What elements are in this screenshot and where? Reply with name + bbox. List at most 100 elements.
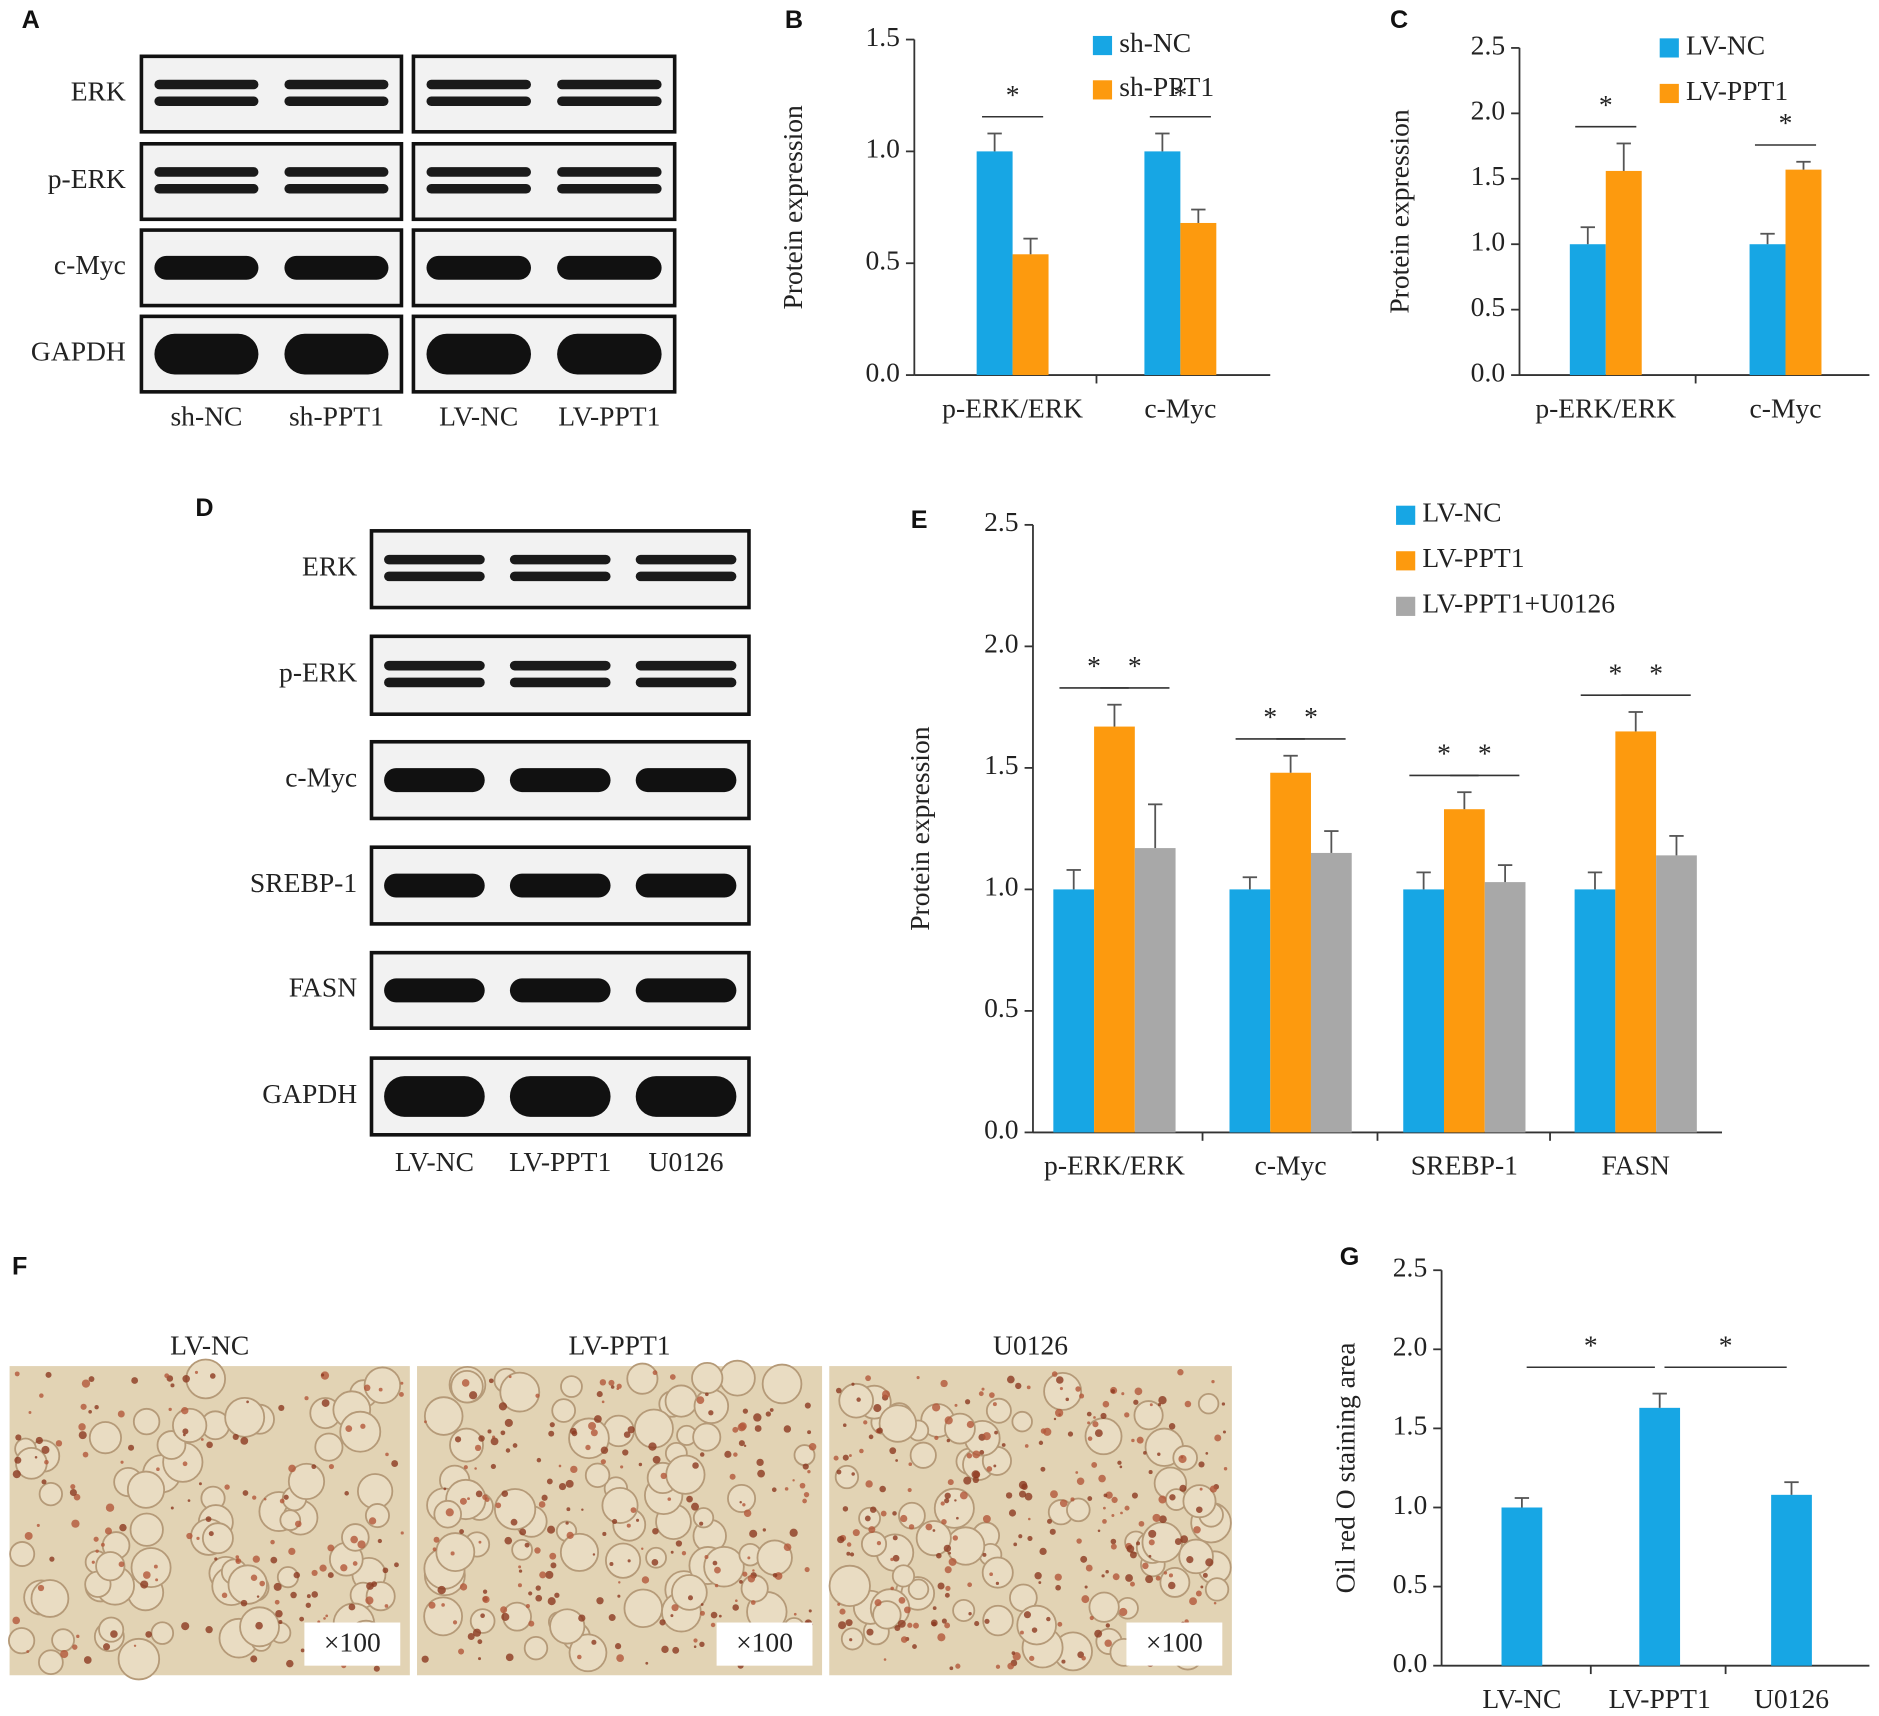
error-bar <box>1242 876 1258 890</box>
lipid-droplet <box>319 1564 327 1572</box>
lipid-droplet <box>270 1539 275 1545</box>
lipid-droplet <box>1222 1430 1226 1434</box>
lipid-droplet <box>591 1639 597 1645</box>
blot-band <box>426 167 531 177</box>
lipid-droplet <box>400 1531 404 1535</box>
lipid-droplet <box>294 1520 302 1528</box>
magnification: ×100 <box>324 1627 381 1658</box>
lipid-droplet <box>224 1484 230 1490</box>
lipid-droplet <box>1205 1558 1214 1567</box>
lipid-droplet <box>993 1464 997 1468</box>
lipid-droplet <box>1046 1616 1051 1622</box>
lipid-droplet <box>849 1454 852 1457</box>
lipid-droplet <box>864 1515 871 1522</box>
lipid-droplet <box>70 1484 76 1490</box>
lipid-droplet <box>712 1560 718 1566</box>
lipid-droplet <box>1105 1491 1113 1499</box>
lipid-droplet <box>512 1443 518 1448</box>
significance-mark: * <box>1599 89 1613 120</box>
lipid-droplet <box>424 1420 427 1424</box>
lipid-droplet <box>252 1495 257 1500</box>
lipid-droplet <box>1209 1485 1217 1493</box>
x-tick-label: LV-NC <box>1482 1683 1561 1714</box>
lipid-droplet <box>1195 1590 1202 1597</box>
lipid-droplet <box>273 1582 282 1591</box>
error-bar <box>1107 703 1122 727</box>
lipid-droplet <box>577 1654 582 1660</box>
cell <box>568 1417 610 1460</box>
y-tick-label: 0.5 <box>866 245 900 276</box>
lipid-droplet <box>752 1569 755 1572</box>
lane-label: LV-PPT1 <box>558 401 660 432</box>
lipid-droplet <box>182 1428 189 1435</box>
blot-band <box>426 96 531 107</box>
blot-band <box>284 167 389 177</box>
cell <box>560 1375 583 1398</box>
blot-band <box>154 79 259 90</box>
lipid-droplet <box>495 1502 502 1509</box>
panel-letter: F <box>12 1252 27 1280</box>
lipid-droplet <box>944 1592 950 1598</box>
lipid-droplet <box>155 1578 159 1582</box>
significance-mark: * <box>1584 1329 1598 1360</box>
lipid-droplet <box>1087 1421 1091 1425</box>
lipid-droplet <box>807 1469 811 1474</box>
y-tick-label: 0.5 <box>1471 291 1505 322</box>
lipid-droplet <box>299 1616 305 1622</box>
lipid-droplet <box>851 1382 855 1386</box>
lipid-droplet <box>1159 1515 1167 1524</box>
lipid-droplet <box>995 1664 1001 1669</box>
lipid-droplet <box>837 1602 841 1606</box>
lipid-droplet <box>510 1518 518 1526</box>
lipid-droplet <box>994 1430 998 1435</box>
significance-mark: * <box>1304 701 1318 732</box>
lipid-droplet <box>323 1617 326 1620</box>
lipid-droplet <box>274 1599 280 1605</box>
lipid-droplet <box>1104 1639 1112 1647</box>
lipid-droplet <box>206 1441 213 1449</box>
lipid-droplet <box>1038 1440 1044 1446</box>
blot-band <box>284 255 389 280</box>
lipid-droplet <box>37 1584 45 1592</box>
lipid-droplet <box>548 1430 555 1437</box>
lipid-droplet <box>966 1452 973 1459</box>
lipid-droplet <box>710 1611 718 1619</box>
significance-mark: * <box>1719 1329 1733 1360</box>
cell <box>132 1407 161 1436</box>
cell <box>435 1532 476 1573</box>
lipid-droplet <box>1086 1411 1092 1417</box>
lipid-droplet <box>311 1569 318 1576</box>
lipid-droplet <box>1024 1492 1033 1501</box>
lipid-droplet <box>475 1490 483 1498</box>
y-tick-label: 1.0 <box>1471 226 1505 257</box>
lipid-droplet <box>1084 1585 1088 1589</box>
lipid-droplet <box>865 1480 873 1488</box>
lipid-droplet <box>623 1431 631 1438</box>
cell <box>129 1512 164 1547</box>
lipid-droplet <box>989 1392 995 1398</box>
cell <box>838 1382 874 1419</box>
lipid-droplet <box>765 1411 772 1417</box>
cell <box>1116 1596 1139 1620</box>
lipid-droplet <box>181 1622 190 1631</box>
cell <box>1197 1392 1220 1415</box>
lipid-droplet <box>742 1503 746 1507</box>
lipid-droplet <box>450 1551 455 1556</box>
y-axis-label: Protein expression <box>1383 109 1414 314</box>
blot-band <box>384 978 485 1003</box>
lipid-droplet <box>614 1643 622 1650</box>
lipid-droplet <box>385 1452 389 1457</box>
lipid-droplet <box>1070 1497 1075 1502</box>
lipid-droplet <box>1180 1535 1189 1544</box>
blot-row-label: GAPDH <box>31 335 126 366</box>
lipid-droplet <box>1133 1399 1139 1405</box>
cell <box>523 1635 549 1661</box>
x-tick-label: c-Myc <box>1144 392 1216 423</box>
lipid-droplet <box>705 1392 709 1397</box>
lipid-droplet <box>72 1644 78 1650</box>
bar <box>1403 889 1444 1133</box>
lipid-droplet <box>784 1487 789 1491</box>
lane-label: LV-NC <box>395 1146 474 1177</box>
lipid-droplet <box>1093 1416 1096 1419</box>
lipid-droplet <box>1015 1382 1022 1390</box>
